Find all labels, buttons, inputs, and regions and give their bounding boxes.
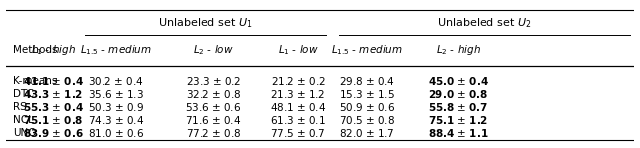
Text: 53.6 $\pm$ 0.6: 53.6 $\pm$ 0.6 <box>185 101 241 113</box>
Text: $\mathbf{43.3}$ $\pm$ $\mathbf{1.2}$: $\mathbf{43.3}$ $\pm$ $\mathbf{1.2}$ <box>24 88 83 100</box>
Text: $\mathbf{41.1}$ $\pm$ $\mathbf{0.4}$: $\mathbf{41.1}$ $\pm$ $\mathbf{0.4}$ <box>23 75 84 87</box>
Text: 48.1 $\pm$ 0.4: 48.1 $\pm$ 0.4 <box>270 101 326 113</box>
Text: 77.2 $\pm$ 0.8: 77.2 $\pm$ 0.8 <box>186 127 241 139</box>
Text: $L_2$ - low: $L_2$ - low <box>193 43 234 57</box>
Text: Unlabeled set $U_2$: Unlabeled set $U_2$ <box>438 16 532 30</box>
Text: 82.0 $\pm$ 1.7: 82.0 $\pm$ 1.7 <box>339 127 395 139</box>
Text: $L_{1.5}$ - medium: $L_{1.5}$ - medium <box>80 43 152 57</box>
Text: $\mathbf{75.1}$ $\pm$ $\mathbf{0.8}$: $\mathbf{75.1}$ $\pm$ $\mathbf{0.8}$ <box>23 114 84 126</box>
Text: UNO: UNO <box>13 128 36 138</box>
Text: DTC: DTC <box>13 89 34 99</box>
Text: 21.2 $\pm$ 0.2: 21.2 $\pm$ 0.2 <box>271 75 325 87</box>
Text: $\mathbf{83.9}$ $\pm$ $\mathbf{0.6}$: $\mathbf{83.9}$ $\pm$ $\mathbf{0.6}$ <box>23 127 84 139</box>
Text: Unlabeled set $U_1$: Unlabeled set $U_1$ <box>158 16 253 30</box>
Text: 21.3 $\pm$ 1.2: 21.3 $\pm$ 1.2 <box>271 88 326 100</box>
Text: 35.6 $\pm$ 1.3: 35.6 $\pm$ 1.3 <box>88 88 144 100</box>
Text: 29.8 $\pm$ 0.4: 29.8 $\pm$ 0.4 <box>339 75 395 87</box>
Text: K-means: K-means <box>13 76 57 86</box>
Text: $\mathbf{45.0}$ $\pm$ $\mathbf{0.4}$: $\mathbf{45.0}$ $\pm$ $\mathbf{0.4}$ <box>428 75 488 87</box>
Text: 74.3 $\pm$ 0.4: 74.3 $\pm$ 0.4 <box>88 114 145 126</box>
Text: 23.3 $\pm$ 0.2: 23.3 $\pm$ 0.2 <box>186 75 241 87</box>
Text: $\mathbf{29.0}$ $\pm$ $\mathbf{0.8}$: $\mathbf{29.0}$ $\pm$ $\mathbf{0.8}$ <box>428 88 488 100</box>
Text: 30.2 $\pm$ 0.4: 30.2 $\pm$ 0.4 <box>88 75 144 87</box>
Text: 15.3 $\pm$ 1.5: 15.3 $\pm$ 1.5 <box>339 88 395 100</box>
Text: RS: RS <box>13 102 26 112</box>
Text: 71.6 $\pm$ 0.4: 71.6 $\pm$ 0.4 <box>185 114 241 126</box>
Text: $\mathbf{55.8}$ $\pm$ $\mathbf{0.7}$: $\mathbf{55.8}$ $\pm$ $\mathbf{0.7}$ <box>428 101 488 113</box>
Text: $\mathbf{88.4}$ $\pm$ $\mathbf{1.1}$: $\mathbf{88.4}$ $\pm$ $\mathbf{1.1}$ <box>428 127 488 139</box>
Text: 50.3 $\pm$ 0.9: 50.3 $\pm$ 0.9 <box>88 101 144 113</box>
Text: $\mathbf{55.3}$ $\pm$ $\mathbf{0.4}$: $\mathbf{55.3}$ $\pm$ $\mathbf{0.4}$ <box>23 101 84 113</box>
Text: 50.9 $\pm$ 0.6: 50.9 $\pm$ 0.6 <box>339 101 395 113</box>
Text: 70.5 $\pm$ 0.8: 70.5 $\pm$ 0.8 <box>339 114 395 126</box>
Text: 32.2 $\pm$ 0.8: 32.2 $\pm$ 0.8 <box>186 88 241 100</box>
Text: NCL: NCL <box>13 115 33 125</box>
Text: 81.0 $\pm$ 0.6: 81.0 $\pm$ 0.6 <box>88 127 144 139</box>
Text: Methods: Methods <box>13 45 57 55</box>
Text: 77.5 $\pm$ 0.7: 77.5 $\pm$ 0.7 <box>271 127 326 139</box>
Text: $L_1$ - high: $L_1$ - high <box>31 43 76 57</box>
Text: 61.3 $\pm$ 0.1: 61.3 $\pm$ 0.1 <box>270 114 326 126</box>
Text: $L_1$ - low: $L_1$ - low <box>278 43 319 57</box>
Text: $L_{1.5}$ - medium: $L_{1.5}$ - medium <box>331 43 403 57</box>
Text: $\mathbf{75.1}$ $\pm$ $\mathbf{1.2}$: $\mathbf{75.1}$ $\pm$ $\mathbf{1.2}$ <box>428 114 488 126</box>
Text: $L_2$ - high: $L_2$ - high <box>435 43 481 57</box>
